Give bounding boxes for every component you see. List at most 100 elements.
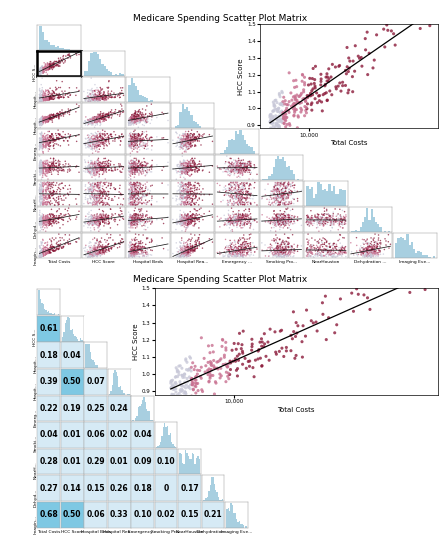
Point <box>64 109 71 118</box>
Point <box>187 248 194 256</box>
Point <box>307 242 314 251</box>
Point <box>105 131 112 140</box>
Point <box>323 252 330 261</box>
Point <box>87 168 94 176</box>
Point <box>293 329 301 337</box>
Point <box>144 136 151 145</box>
Point <box>319 218 326 227</box>
Point <box>257 354 264 362</box>
Point <box>272 178 279 187</box>
Point <box>315 216 322 225</box>
Point <box>187 184 194 193</box>
Point <box>44 93 51 102</box>
Point <box>348 289 355 298</box>
Point <box>55 159 62 168</box>
Point <box>95 166 103 175</box>
Point <box>180 138 187 146</box>
Point <box>251 248 258 256</box>
Point <box>363 246 370 255</box>
Point <box>126 116 133 125</box>
Point <box>105 94 112 103</box>
Point <box>185 215 192 224</box>
Point <box>226 196 233 205</box>
Point <box>181 165 188 174</box>
Point <box>236 249 243 257</box>
Point <box>143 248 150 257</box>
Point <box>36 196 43 205</box>
Point <box>48 180 55 189</box>
Point <box>290 215 297 224</box>
Point <box>40 187 47 196</box>
Point <box>191 220 198 229</box>
Point <box>95 248 102 257</box>
Point <box>128 200 135 208</box>
Point <box>37 218 44 227</box>
Bar <box>209 485 211 501</box>
Point <box>103 138 110 146</box>
Point <box>181 141 188 150</box>
Point <box>91 166 98 175</box>
Point <box>340 248 347 256</box>
Point <box>39 251 46 260</box>
Point <box>317 251 324 260</box>
Point <box>127 137 134 145</box>
Point <box>94 194 101 203</box>
Point <box>181 198 188 207</box>
Bar <box>229 511 230 528</box>
Point <box>96 243 103 252</box>
Point <box>88 143 95 151</box>
Point <box>92 186 99 195</box>
Bar <box>339 189 341 206</box>
Point <box>276 192 283 201</box>
Point <box>176 219 183 227</box>
Point <box>173 195 180 203</box>
Point <box>128 113 135 122</box>
Point <box>55 162 62 170</box>
Point <box>188 243 195 251</box>
Point <box>128 140 136 149</box>
Point <box>53 60 60 69</box>
Point <box>135 195 142 203</box>
Point <box>222 157 229 166</box>
Point <box>101 249 108 257</box>
Point <box>221 252 228 261</box>
Point <box>142 180 149 188</box>
Point <box>287 347 294 355</box>
Point <box>372 247 379 256</box>
Point <box>187 212 194 221</box>
Point <box>84 248 92 257</box>
Point <box>365 245 372 254</box>
Bar <box>95 52 97 77</box>
Point <box>36 118 43 127</box>
Point <box>54 214 61 223</box>
Point <box>236 183 243 192</box>
Point <box>91 139 98 148</box>
Point <box>56 242 63 251</box>
Point <box>199 166 206 175</box>
Point <box>363 245 370 254</box>
Point <box>272 221 279 230</box>
Point <box>289 181 296 190</box>
Point <box>117 204 124 213</box>
Point <box>86 217 93 226</box>
Point <box>42 180 49 189</box>
Point <box>182 168 189 176</box>
Point <box>89 250 96 259</box>
Point <box>286 121 293 129</box>
Point <box>271 123 279 132</box>
Point <box>129 159 136 168</box>
Point <box>158 233 165 242</box>
Point <box>105 240 112 249</box>
Point <box>125 185 132 194</box>
Point <box>127 118 134 126</box>
Point <box>44 140 51 149</box>
Point <box>137 109 144 118</box>
Point <box>108 92 115 101</box>
Point <box>94 159 101 168</box>
Point <box>48 93 55 102</box>
Point <box>338 218 345 226</box>
Point <box>94 139 101 148</box>
Point <box>36 119 43 128</box>
Point <box>187 165 194 174</box>
Point <box>37 188 44 196</box>
